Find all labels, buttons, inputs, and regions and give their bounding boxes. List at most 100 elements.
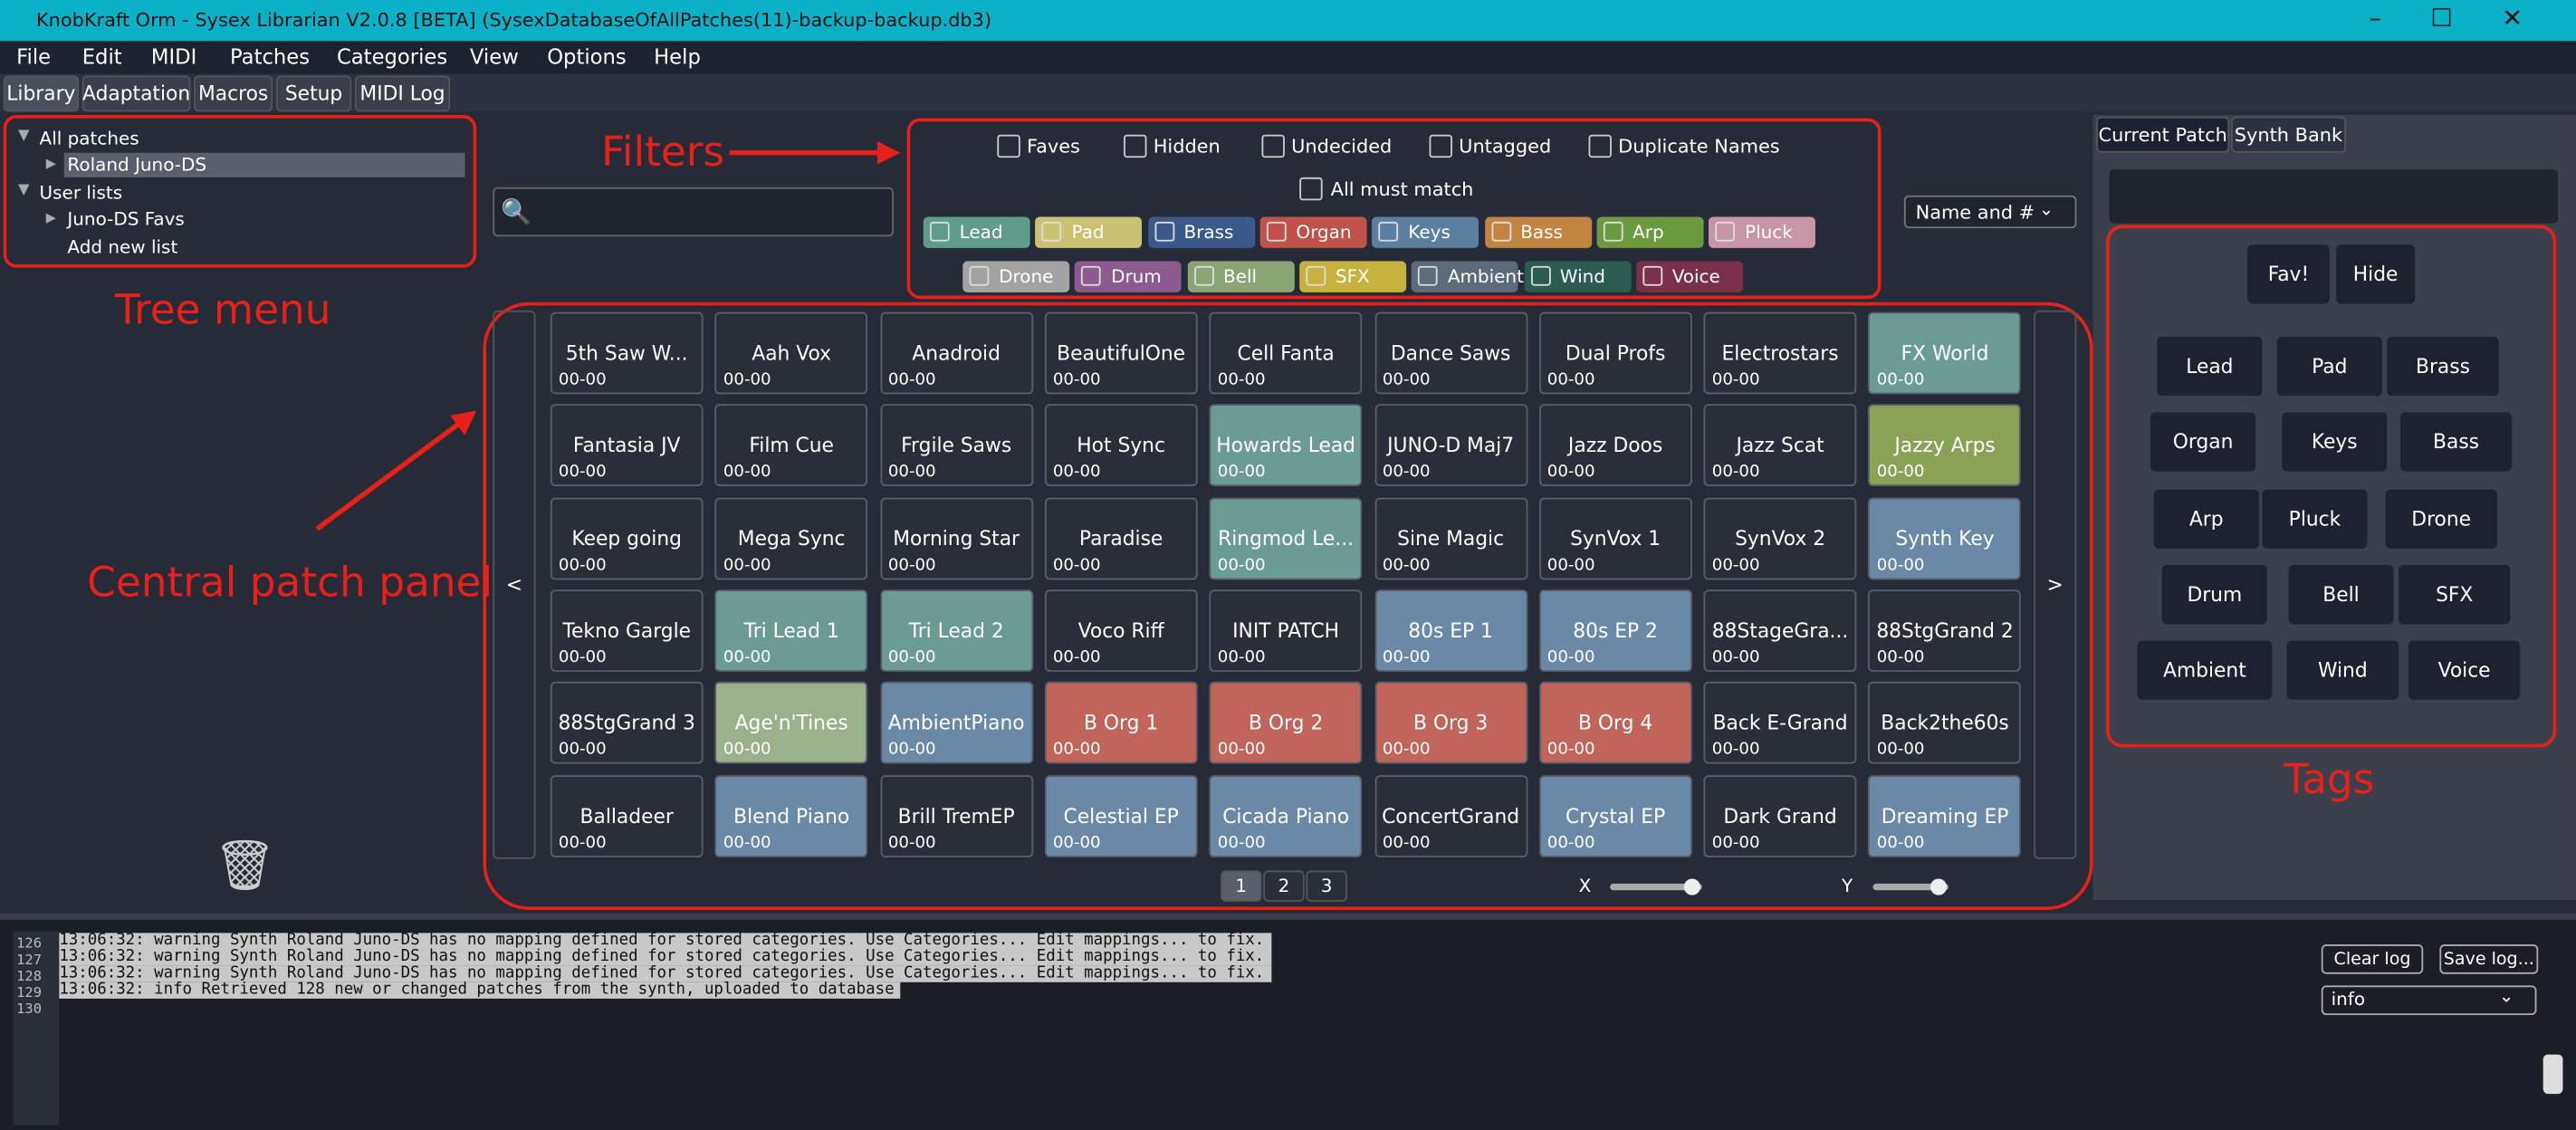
- checkbox[interactable]: [930, 222, 950, 242]
- patch-name[interactable]: Film Cue: [715, 434, 868, 456]
- patch-number[interactable]: 00-00: [723, 556, 771, 574]
- patch-name[interactable]: 88StageGra...: [1704, 619, 1857, 642]
- checkbox[interactable]: [1306, 266, 1326, 286]
- patch-name[interactable]: Fantasia JV: [551, 434, 704, 456]
- category-label[interactable]: Bass: [1520, 222, 1563, 244]
- slider-knob[interactable]: [1930, 878, 1947, 895]
- patch-name[interactable]: Back E-Grand: [1704, 712, 1857, 734]
- patch-number[interactable]: 00-00: [1383, 556, 1431, 574]
- patch-number[interactable]: 00-00: [1218, 464, 1266, 482]
- menu-item[interactable]: Edit: [82, 44, 122, 69]
- patch-name[interactable]: 88StgGrand 2: [1869, 619, 2022, 642]
- slider-knob[interactable]: [1684, 878, 1700, 895]
- patch-name[interactable]: Sine Magic: [1374, 527, 1527, 550]
- patch-name[interactable]: Balladeer: [551, 804, 704, 827]
- patch-name[interactable]: Dreaming EP: [1869, 804, 2022, 827]
- patch-number[interactable]: 00-00: [723, 834, 771, 852]
- tag-button[interactable]: Drone: [2386, 489, 2497, 548]
- patch-number[interactable]: 00-00: [888, 556, 936, 574]
- patch-number[interactable]: 00-00: [1383, 371, 1431, 389]
- patch-number[interactable]: 00-00: [1383, 741, 1431, 759]
- checkbox[interactable]: [1589, 135, 1612, 158]
- patch-number[interactable]: 00-00: [1547, 464, 1595, 482]
- patch-name[interactable]: Tri Lead 2: [880, 619, 1033, 642]
- checkbox[interactable]: [997, 135, 1020, 158]
- checkbox[interactable]: [1642, 266, 1662, 286]
- page-button[interactable]: 1: [1221, 870, 1261, 901]
- checkbox[interactable]: [1715, 222, 1735, 242]
- patch-name[interactable]: Jazz Scat: [1704, 434, 1857, 456]
- patch-number[interactable]: 00-00: [1877, 834, 1925, 852]
- category-label[interactable]: Bell: [1223, 266, 1257, 288]
- patch-name[interactable]: Brill TremEP: [880, 804, 1033, 827]
- category-label[interactable]: Lead: [960, 222, 1003, 244]
- patch-name[interactable]: Cell Fanta: [1210, 341, 1363, 364]
- patch-number[interactable]: 00-00: [1712, 556, 1760, 574]
- patch-number[interactable]: 00-00: [888, 371, 936, 389]
- patch-number[interactable]: 00-00: [1547, 556, 1595, 574]
- patch-number[interactable]: 00-00: [1053, 648, 1101, 666]
- patch-name[interactable]: Celestial EP: [1045, 804, 1198, 827]
- checkbox[interactable]: [1154, 222, 1174, 242]
- tag-button[interactable]: Drum: [2162, 565, 2267, 624]
- category-label[interactable]: Drone: [999, 266, 1053, 288]
- tag-button[interactable]: Fav!: [2247, 244, 2330, 303]
- category-label[interactable]: Wind: [1560, 266, 1605, 288]
- tab[interactable]: MIDI Log: [355, 75, 450, 111]
- patch-number[interactable]: 00-00: [888, 464, 936, 482]
- tab[interactable]: Setup: [276, 75, 351, 111]
- tree-item[interactable]: Roland Juno-DS: [67, 155, 206, 177]
- tag-button[interactable]: Organ: [2150, 413, 2255, 472]
- patch-number[interactable]: 00-00: [1877, 556, 1925, 574]
- tag-button[interactable]: Pluck: [2262, 489, 2367, 548]
- menu-item[interactable]: MIDI: [151, 44, 196, 69]
- patch-name[interactable]: Blend Piano: [715, 804, 868, 827]
- checkbox[interactable]: [1430, 135, 1452, 158]
- tab[interactable]: Library: [4, 75, 79, 111]
- menu-item[interactable]: View: [470, 44, 519, 69]
- patch-name[interactable]: FX World: [1869, 341, 2022, 364]
- category-label[interactable]: Brass: [1183, 222, 1233, 244]
- save-log-button[interactable]: Save log...: [2439, 944, 2538, 974]
- checkbox[interactable]: [1603, 222, 1623, 242]
- tab[interactable]: Current Patch: [2096, 117, 2229, 153]
- checkbox-label[interactable]: Hidden: [1154, 135, 1221, 158]
- category-label[interactable]: Keys: [1408, 222, 1451, 244]
- patch-name[interactable]: Tekno Gargle: [551, 619, 704, 642]
- page-button[interactable]: 2: [1263, 870, 1304, 901]
- tab[interactable]: Synth Bank: [2231, 117, 2346, 153]
- patch-number[interactable]: 00-00: [1712, 741, 1760, 759]
- checkbox[interactable]: [1042, 222, 1062, 242]
- patch-number[interactable]: 00-00: [1053, 556, 1101, 574]
- patch-number[interactable]: 00-00: [723, 648, 771, 666]
- patch-number[interactable]: 00-00: [1383, 464, 1431, 482]
- checkbox[interactable]: [1124, 135, 1146, 158]
- patch-number[interactable]: 00-00: [888, 741, 936, 759]
- checkbox[interactable]: [1299, 177, 1322, 200]
- patch-name[interactable]: Mega Sync: [715, 527, 868, 550]
- tag-button[interactable]: Hide: [2336, 244, 2415, 303]
- patch-name[interactable]: B Org 2: [1210, 712, 1363, 734]
- patch-name[interactable]: SynVox 1: [1539, 527, 1692, 550]
- tag-button[interactable]: Lead: [2157, 337, 2262, 396]
- patch-name[interactable]: Dance Saws: [1374, 341, 1527, 364]
- patch-number[interactable]: 00-00: [888, 834, 936, 852]
- page-prev[interactable]: <: [493, 311, 535, 859]
- patch-number[interactable]: 00-00: [559, 741, 607, 759]
- patch-name[interactable]: Synth Key: [1869, 527, 2022, 550]
- category-label[interactable]: Drum: [1111, 266, 1162, 288]
- page-button[interactable]: 3: [1306, 870, 1346, 901]
- checkbox[interactable]: [1081, 266, 1101, 286]
- menu-item[interactable]: Options: [547, 44, 627, 69]
- tag-button[interactable]: Voice: [2408, 641, 2520, 700]
- patch-number[interactable]: 00-00: [1712, 834, 1760, 852]
- tree-item[interactable]: Juno-DS Favs: [67, 208, 184, 230]
- page-next[interactable]: >: [2034, 311, 2076, 859]
- category-label[interactable]: Arp: [1633, 222, 1664, 244]
- patch-name[interactable]: Age'n'Tines: [715, 712, 868, 734]
- tag-button[interactable]: Keys: [2282, 413, 2387, 472]
- patch-number[interactable]: 00-00: [1547, 648, 1595, 666]
- dropdown-arrow[interactable]: ⌄: [2039, 198, 2054, 220]
- tab[interactable]: Adaptation: [82, 75, 191, 111]
- patch-name[interactable]: Hot Sync: [1045, 434, 1198, 456]
